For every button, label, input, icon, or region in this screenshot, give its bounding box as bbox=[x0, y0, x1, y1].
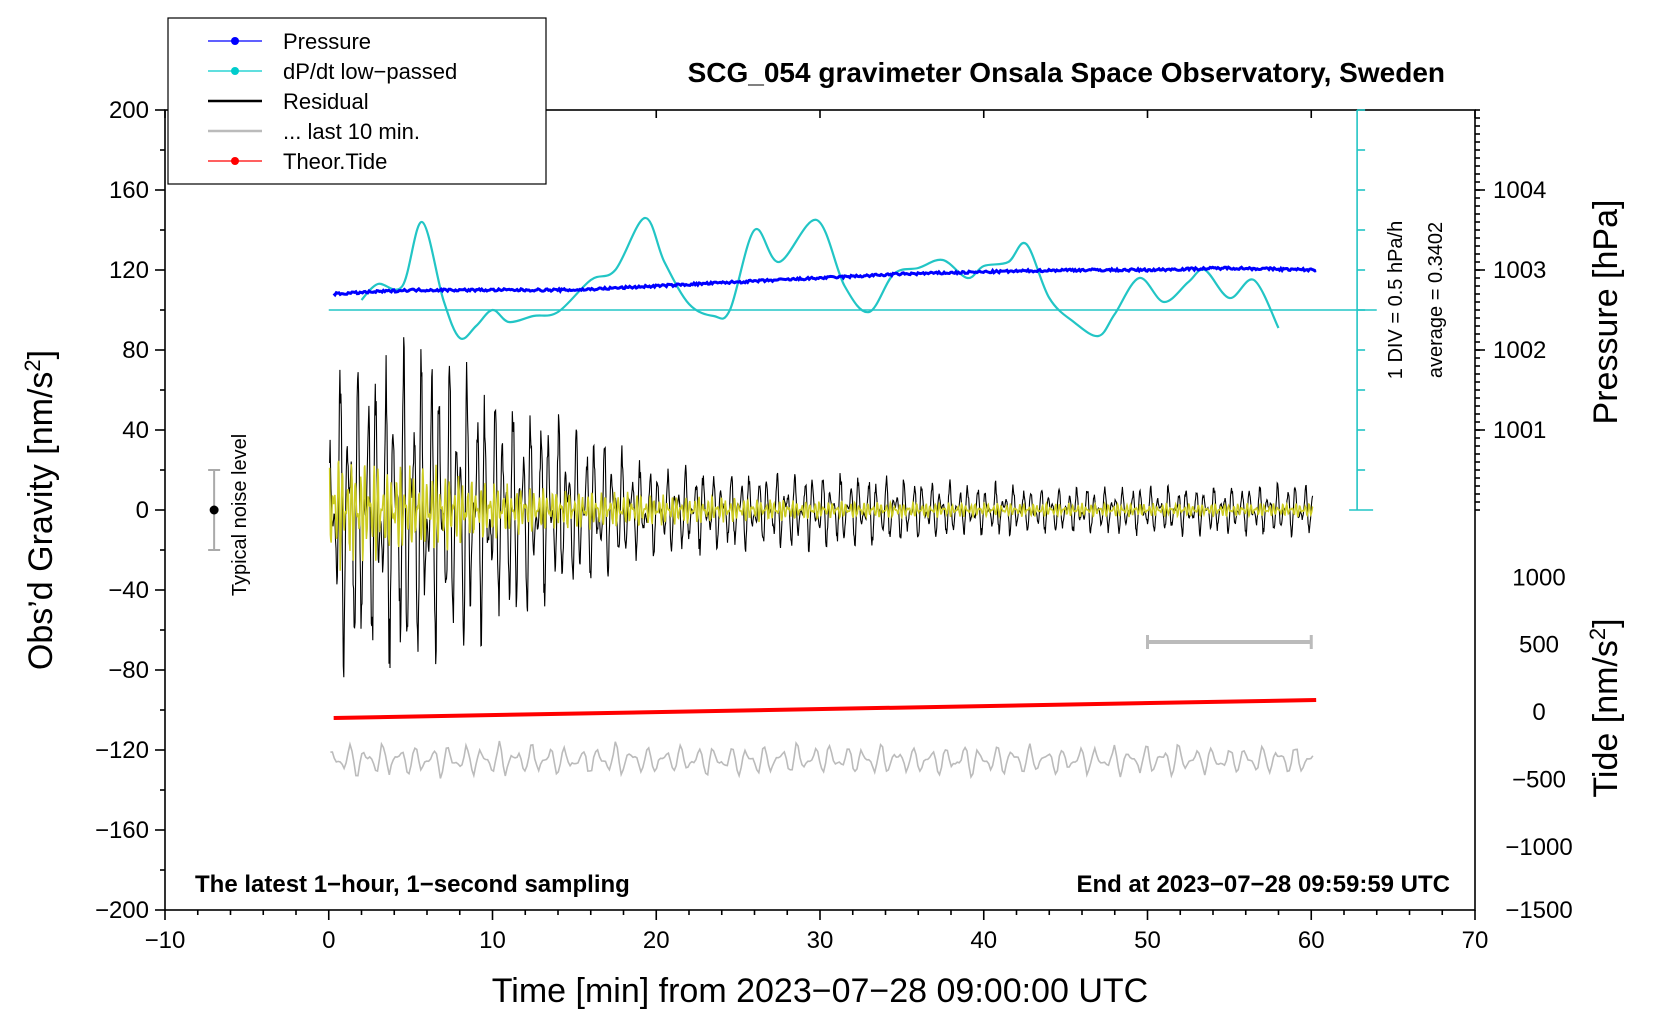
legend-marker bbox=[231, 67, 239, 75]
tide-tick-label: −1000 bbox=[1505, 834, 1572, 861]
x-tick-label: 20 bbox=[643, 927, 670, 954]
series-filtered bbox=[328, 460, 1314, 571]
legend-marker bbox=[231, 157, 239, 165]
tide-tick-label: −1500 bbox=[1505, 897, 1572, 924]
tide-tick-label: 0 bbox=[1532, 699, 1545, 726]
y-tick-label: −80 bbox=[108, 657, 149, 684]
y-tick-label: 200 bbox=[109, 97, 149, 124]
x-tick-label: 50 bbox=[1134, 927, 1161, 954]
noise-bar-dot bbox=[209, 505, 219, 515]
y-tick-label: −40 bbox=[108, 577, 149, 604]
x-tick-label: 10 bbox=[479, 927, 506, 954]
tide-axis-ticks: 1000 500 0 −500 −1000 −1500 bbox=[1505, 564, 1572, 924]
x-tick-label: 30 bbox=[807, 927, 834, 954]
x-tick-label: 60 bbox=[1298, 927, 1325, 954]
x-tick-label: 70 bbox=[1462, 927, 1489, 954]
x-axis-ticks: −10 0 10 20 30 40 50 60 70 bbox=[145, 110, 1489, 954]
pressure-tick-label: 1004 bbox=[1493, 177, 1546, 204]
y-axis-label-main: Obs’d Gravity [nm/s bbox=[22, 372, 60, 671]
legend: Pressure dP/dt low−passed Residual ... last… bbox=[167, 17, 547, 185]
tide-tick-label: −500 bbox=[1512, 766, 1566, 793]
pressure-tick-label: 1003 bbox=[1493, 257, 1546, 284]
noise-bar bbox=[208, 469, 221, 551]
series-theor-tide bbox=[333, 698, 1317, 720]
x-tick-label: 40 bbox=[970, 927, 997, 954]
pressure-tick-label: 1001 bbox=[1493, 417, 1546, 444]
pressure-tick-label: 1002 bbox=[1493, 337, 1546, 364]
tide-tick-label: 500 bbox=[1519, 632, 1559, 659]
tide-axis-label-main: Tide [nm/s bbox=[1587, 640, 1625, 797]
pressure-line bbox=[332, 265, 1317, 298]
legend-label: Residual bbox=[283, 89, 369, 114]
dpdt-div-label: 1 DIV = 0.5 hPa/h bbox=[1385, 221, 1407, 379]
legend-label: dP/dt low−passed bbox=[283, 59, 457, 84]
dpdt-average-label: average = 0.3402 bbox=[1425, 222, 1447, 378]
tide-line bbox=[333, 698, 1317, 720]
tide-axis-label: Tide [nm/s2] bbox=[1585, 618, 1625, 797]
y-axis-label-tail: ] bbox=[22, 350, 60, 359]
noise-label: Typical noise level bbox=[229, 434, 251, 596]
tide-tick-label: 1000 bbox=[1512, 564, 1565, 591]
last-10-min-line bbox=[330, 740, 1314, 780]
series-pressure bbox=[332, 265, 1317, 298]
dpdt-line bbox=[360, 216, 1280, 340]
series-last-10-min bbox=[330, 740, 1314, 780]
y-tick-label: 40 bbox=[122, 417, 149, 444]
legend-label: Theor.Tide bbox=[283, 149, 387, 174]
y-tick-label: 120 bbox=[109, 257, 149, 284]
pressure-axis-ticks: 1001 1002 1003 1004 bbox=[1475, 109, 1546, 511]
note-right: End at 2023−07−28 09:59:59 UTC bbox=[1076, 871, 1450, 898]
pressure-axis-label: Pressure [hPa] bbox=[1587, 200, 1625, 425]
dpdt-scale bbox=[328, 109, 1377, 511]
tide-axis-label-tail: ] bbox=[1587, 618, 1625, 627]
x-tick-label: −10 bbox=[145, 927, 186, 954]
legend-label: ... last 10 min. bbox=[283, 119, 420, 144]
y-axis-label-sup: 2 bbox=[20, 359, 45, 371]
y-axis-ticks: −200 −160 −120 −80 −40 0 40 80 120 160 200 bbox=[95, 97, 165, 924]
tide-axis-label-sup: 2 bbox=[1585, 628, 1610, 640]
y-tick-label: −200 bbox=[95, 897, 149, 924]
y-tick-label: −120 bbox=[95, 737, 149, 764]
y-tick-label: 80 bbox=[122, 337, 149, 364]
x-tick-label: 0 bbox=[322, 927, 335, 954]
x-axis-label: Time [min] from 2023−07−28 09:00:00 UTC bbox=[492, 972, 1148, 1010]
filtered-line bbox=[328, 460, 1314, 571]
series-dpdt bbox=[360, 216, 1280, 340]
ten-min-bar bbox=[1146, 635, 1313, 649]
y-axis-label: Obs’d Gravity [nm/s2] bbox=[20, 350, 60, 670]
y-tick-label: 0 bbox=[136, 497, 149, 524]
y-tick-label: −160 bbox=[95, 817, 149, 844]
legend-label: Pressure bbox=[283, 29, 371, 54]
note-left: The latest 1−hour, 1−second sampling bbox=[195, 871, 630, 898]
legend-marker bbox=[231, 37, 239, 45]
y-tick-label: 160 bbox=[109, 177, 149, 204]
chart-title: SCG_054 gravimeter Onsala Space Observat… bbox=[688, 57, 1445, 88]
